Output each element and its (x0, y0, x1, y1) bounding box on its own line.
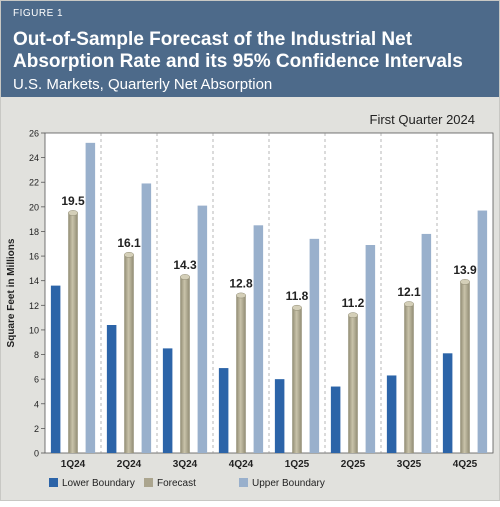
legend-swatch (49, 478, 58, 487)
chart-title-line2: Absorption Rate and its 95% Confidence I… (13, 51, 463, 72)
bar-upper-boundary (309, 238, 320, 453)
data-label: 13.9 (453, 263, 477, 277)
y-axis-label: Square Feet in Millions (6, 238, 17, 347)
x-tick-label: 3Q24 (173, 459, 198, 470)
data-label: 16.1 (117, 236, 141, 250)
chart-annotation: First Quarter 2024 (370, 112, 476, 127)
legend-label: Forecast (157, 478, 196, 489)
y-tick-label: 22 (29, 178, 39, 188)
bar-forecast (68, 213, 78, 453)
x-tick-label: 3Q25 (397, 459, 422, 470)
bar-forecast (348, 315, 358, 453)
bar-chart: First Quarter 2024 Square Feet in Millio… (6, 112, 494, 489)
y-tick-label: 6 (34, 375, 39, 385)
bar-forecast (404, 304, 414, 453)
y-tick-label: 16 (29, 252, 39, 262)
x-tick-label: 4Q25 (453, 459, 478, 470)
bar-forecast-cap (123, 251, 135, 258)
bar-forecast-cap (403, 301, 415, 307)
bar-upper-boundary (141, 183, 152, 453)
legend-swatch (144, 478, 153, 487)
data-label: 19.5 (61, 194, 85, 208)
bar-forecast-cap (67, 210, 79, 216)
bar-forecast-cap (235, 292, 247, 299)
bar-forecast-cap (459, 279, 471, 285)
bar-upper-boundary (85, 142, 96, 453)
bar-forecast-cap (291, 304, 303, 311)
y-tick-label: 24 (29, 153, 39, 163)
data-label: 12.1 (397, 285, 421, 299)
bar-lower-boundary (274, 379, 285, 453)
bar-forecast-cap (347, 312, 359, 319)
y-tick-label: 12 (29, 301, 39, 311)
bar-forecast (180, 277, 190, 453)
bar-forecast (236, 295, 246, 453)
chart-title-line1: Out-of-Sample Forecast of the Industrial… (13, 29, 413, 50)
bar-upper-boundary (421, 233, 432, 453)
bar-forecast (124, 254, 134, 453)
bar-lower-boundary (218, 368, 229, 453)
bar-forecast (292, 307, 302, 453)
x-tick-label: 4Q24 (229, 459, 254, 470)
y-tick-label: 8 (34, 350, 39, 360)
data-label: 14.3 (173, 258, 197, 272)
x-tick-label: 2Q25 (341, 459, 366, 470)
bar-lower-boundary (330, 386, 341, 453)
chart-subtitle: U.S. Markets, Quarterly Net Absorption (13, 76, 273, 93)
bar-upper-boundary (253, 225, 264, 453)
legend-label: Lower Boundary (62, 478, 135, 489)
y-tick-label: 4 (34, 399, 39, 409)
bar-lower-boundary (386, 375, 397, 453)
y-tick-label: 20 (29, 202, 39, 212)
y-tick-label: 14 (29, 276, 39, 286)
bar-upper-boundary (477, 210, 488, 453)
bar-lower-boundary (442, 353, 453, 453)
bar-upper-boundary (197, 205, 208, 453)
bar-lower-boundary (162, 348, 173, 453)
x-tick-label: 2Q24 (117, 459, 142, 470)
bar-lower-boundary (106, 325, 117, 453)
chart-title: Out-of-Sample Forecast of the Industrial… (13, 29, 499, 73)
y-tick-label: 26 (29, 129, 39, 139)
y-tick-label: 2 (34, 424, 39, 434)
x-tick-label: 1Q24 (61, 459, 86, 470)
legend-label: Upper Boundary (252, 478, 325, 489)
y-tick-label: 0 (34, 449, 39, 459)
chart-area: First Quarter 2024 Square Feet in Millio… (1, 97, 499, 502)
data-label: 11.2 (342, 296, 365, 310)
x-tick-label: 1Q25 (285, 459, 310, 470)
bar-forecast (460, 281, 470, 453)
bar-lower-boundary (50, 285, 61, 453)
bar-forecast-cap (179, 274, 191, 280)
bar-upper-boundary (365, 245, 376, 453)
data-label: 11.8 (286, 289, 309, 303)
y-tick-label: 18 (29, 227, 39, 237)
y-tick-label: 10 (29, 325, 39, 335)
figure-label: FIGURE 1 (13, 8, 64, 19)
legend-swatch (239, 478, 248, 487)
data-label: 12.8 (229, 276, 253, 290)
figure-header: FIGURE 1 Out-of-Sample Forecast of the I… (1, 1, 499, 97)
